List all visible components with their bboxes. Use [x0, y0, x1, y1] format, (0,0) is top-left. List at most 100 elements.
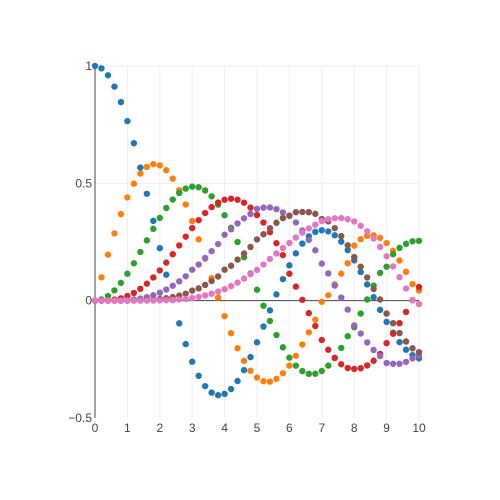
- data-point: [182, 340, 189, 348]
- data-point: [363, 274, 371, 281]
- data-point: [124, 297, 131, 304]
- data-point: [143, 280, 151, 287]
- data-point: [182, 201, 189, 208]
- data-point: [214, 391, 222, 399]
- data-point: [195, 184, 202, 191]
- data-point: [351, 218, 358, 225]
- data-point: [169, 250, 176, 258]
- data-point: [344, 260, 351, 267]
- data-point: [305, 329, 313, 336]
- data-point: [201, 281, 209, 289]
- data-point: [383, 318, 390, 326]
- data-point: [396, 244, 403, 252]
- data-point: [221, 212, 228, 219]
- x-tick-label: 9: [383, 421, 390, 435]
- data-point: [150, 217, 157, 225]
- data-point: [195, 372, 202, 380]
- data-point: [312, 322, 319, 330]
- data-point: [201, 292, 209, 299]
- data-point: [338, 294, 345, 301]
- data-point: [111, 83, 118, 90]
- data-point: [227, 226, 235, 233]
- data-point: [312, 221, 319, 228]
- data-point: [279, 344, 287, 351]
- data-point: [195, 293, 202, 301]
- data-point: [247, 210, 254, 218]
- data-point: [240, 275, 248, 282]
- data-point: [221, 196, 228, 203]
- data-point: [214, 240, 222, 248]
- data-point: [189, 183, 196, 190]
- data-point: [227, 385, 235, 393]
- data-point: [318, 336, 325, 344]
- data-point: [363, 339, 371, 346]
- data-point: [137, 297, 144, 304]
- data-point: [117, 297, 125, 304]
- data-point: [376, 234, 384, 242]
- data-point: [266, 224, 274, 232]
- data-point: [234, 279, 241, 286]
- data-point: [176, 189, 183, 197]
- data-point: [338, 238, 345, 245]
- data-point: [156, 214, 163, 222]
- data-point: [234, 345, 241, 352]
- data-point: [357, 222, 364, 230]
- data-point: [279, 214, 287, 222]
- data-point: [357, 236, 364, 243]
- data-point: [143, 237, 151, 244]
- data-point: [351, 365, 358, 373]
- data-point: [208, 203, 215, 211]
- data-point: [325, 346, 332, 353]
- data-point: [227, 282, 235, 290]
- series-6: [91, 214, 423, 308]
- x-tick-label: 4: [221, 421, 228, 435]
- data-point: [156, 297, 163, 304]
- data-point: [396, 274, 403, 281]
- data-point: [331, 282, 338, 289]
- data-point: [247, 204, 254, 211]
- data-point: [189, 266, 196, 273]
- data-point: [370, 235, 377, 242]
- data-point: [299, 240, 306, 247]
- data-point: [383, 253, 390, 260]
- data-point: [383, 310, 390, 317]
- data-point: [195, 236, 202, 243]
- data-point: [143, 190, 151, 197]
- data-point: [169, 296, 176, 304]
- data-point: [312, 370, 319, 377]
- data-point: [305, 225, 313, 232]
- data-point: [117, 210, 125, 218]
- data-point: [351, 242, 358, 249]
- data-point: [247, 243, 254, 251]
- series-0: [91, 62, 423, 399]
- data-point: [143, 163, 151, 171]
- data-point: [318, 298, 325, 305]
- data-point: [279, 251, 287, 259]
- data-point: [338, 214, 345, 222]
- data-point: [286, 270, 293, 277]
- data-point: [156, 162, 163, 169]
- data-point: [273, 205, 280, 213]
- data-point: [208, 247, 215, 255]
- data-point: [286, 362, 293, 369]
- data-point: [104, 297, 112, 304]
- data-point: [409, 280, 416, 288]
- data-point: [253, 236, 261, 243]
- data-point: [260, 261, 267, 268]
- data-point: [260, 231, 267, 238]
- data-point: [234, 256, 241, 263]
- data-point: [221, 285, 228, 293]
- data-point: [273, 331, 280, 339]
- data-point: [150, 161, 157, 168]
- data-point: [150, 274, 157, 281]
- data-point: [98, 65, 105, 72]
- data-point: [189, 287, 196, 294]
- data-point: [325, 216, 332, 223]
- data-point: [402, 308, 410, 316]
- data-point: [279, 209, 287, 216]
- data-point: [292, 283, 300, 290]
- data-point: [363, 281, 371, 288]
- data-point: [130, 139, 138, 147]
- data-point: [195, 216, 202, 224]
- data-point: [370, 285, 377, 293]
